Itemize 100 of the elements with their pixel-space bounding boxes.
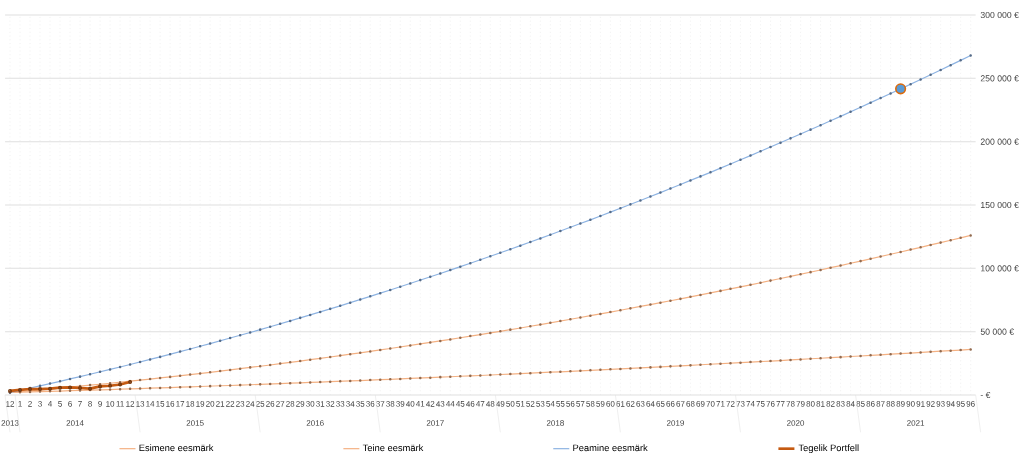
x-tick-label: 96 — [966, 401, 975, 407]
x-tick-label: 82 — [826, 401, 835, 407]
x-tick-label: 58 — [586, 401, 595, 407]
x-tick-label: 77 — [776, 401, 785, 407]
x-tick-label: 67 — [676, 401, 685, 407]
text: 2014 — [66, 420, 84, 426]
legend-label: Peamine eesmärk — [573, 444, 648, 452]
x-tick-label: 50 — [506, 401, 515, 407]
x-tick-label: 92 — [926, 401, 935, 407]
x-tick-label: 12 — [6, 401, 15, 407]
x-tick-label: 30 — [306, 401, 315, 407]
x-tick-label: 88 — [886, 401, 895, 407]
x-tick-label: 80 — [806, 401, 815, 407]
x-tick-label: 20 — [206, 401, 215, 407]
x-tick-label: 13 — [136, 401, 145, 407]
y-tick-label: 250 000 € — [980, 75, 1019, 82]
x-tick-label: 91 — [916, 401, 925, 407]
x-tick-label: 60 — [606, 401, 615, 407]
x-tick-label: 9 — [98, 401, 102, 407]
x-tick-label: 48 — [486, 401, 495, 407]
x-tick-label: 71 — [716, 401, 725, 407]
x-tick-label: 29 — [296, 401, 305, 407]
x-tick-label: 38 — [386, 401, 395, 407]
x-tick-label: 79 — [796, 401, 805, 407]
legend-label: Tegelik Portfell — [798, 444, 859, 454]
x-tick-label: 6 — [68, 401, 72, 407]
x-tick-label: 74 — [746, 401, 755, 407]
x-tick-label: 53 — [536, 401, 545, 407]
legend-label: Esimene eesmärk — [139, 444, 214, 452]
x-tick-label: 46 — [466, 401, 475, 407]
x-tick-label: 31 — [316, 401, 325, 407]
x-tick-label: 28 — [286, 401, 295, 407]
x-tick-label: 18 — [186, 401, 195, 407]
x-tick-label: 16 — [166, 401, 175, 407]
x-tick-label: 4 — [48, 401, 53, 407]
x-tick-label: 12 — [126, 401, 135, 407]
x-tick-label: 57 — [576, 401, 585, 407]
x-tick-label: 43 — [436, 401, 445, 407]
x-tick-label: 94 — [946, 401, 955, 407]
x-tick-label: 84 — [846, 401, 855, 407]
x-tick-label: 3 — [38, 401, 42, 407]
y-tick-label: 200 000 € — [980, 138, 1019, 145]
x-tick-label: 62 — [626, 401, 635, 407]
x-tick-label: 2 — [28, 401, 32, 407]
text: 2017 — [426, 420, 444, 426]
x-tick-label: 17 — [176, 401, 185, 407]
x-tick-label: 70 — [706, 401, 715, 407]
x-tick-label: 69 — [696, 401, 705, 407]
x-tick-label: 15 — [156, 401, 165, 407]
x-tick-label: 5 — [58, 401, 62, 407]
x-tick-label: 52 — [526, 401, 535, 407]
x-tick-label: 27 — [276, 401, 285, 407]
x-tick-label: 73 — [736, 401, 745, 407]
x-tick-label: 14 — [146, 401, 155, 407]
x-tick-label: 37 — [376, 401, 385, 407]
x-tick-label: 42 — [426, 401, 435, 407]
x-tick-label: 35 — [356, 401, 365, 407]
x-tick-label: 45 — [456, 401, 465, 407]
x-tick-label: 24 — [246, 401, 255, 407]
x-tick-label: 8 — [88, 401, 92, 407]
x-tick-label: 87 — [876, 401, 885, 407]
x-tick-label: 11 — [116, 401, 124, 407]
x-tick-label: 75 — [756, 401, 765, 407]
x-tick-label: 40 — [406, 401, 415, 407]
x-tick-label: 25 — [256, 401, 265, 407]
x-tick-label: 89 — [896, 401, 905, 407]
x-tick-label: 93 — [936, 401, 945, 407]
x-tick-label: 86 — [866, 401, 875, 407]
x-tick-label: 47 — [476, 401, 485, 407]
x-tick-label: 83 — [836, 401, 845, 407]
x-tick-label: 95 — [956, 401, 965, 407]
x-tick-label: 65 — [656, 401, 665, 407]
text: 2015 — [186, 420, 204, 426]
y-tick-label: 100 000 € — [981, 265, 1019, 272]
text: 2019 — [666, 420, 684, 426]
x-tick-label: 72 — [726, 401, 735, 407]
x-tick-label: 78 — [786, 401, 795, 407]
x-tick-label: 34 — [346, 401, 355, 407]
x-tick-label: 81 — [816, 401, 825, 407]
x-tick-label: 44 — [446, 401, 455, 407]
x-tick-label: 22 — [226, 401, 235, 407]
x-tick-label: 32 — [326, 401, 335, 407]
x-tick-label: 19 — [196, 401, 205, 407]
text: 2021 — [907, 420, 925, 426]
x-tick-label: 10 — [106, 401, 115, 407]
x-tick-label: 1 — [18, 401, 22, 407]
x-tick-label: 41 — [416, 401, 425, 407]
x-tick-label: 26 — [266, 401, 275, 407]
x-tick-label: 63 — [636, 401, 645, 407]
y-tick-label: 300 000 € — [980, 11, 1019, 19]
x-tick-label: 49 — [496, 401, 505, 407]
x-tick-label: 64 — [646, 401, 655, 407]
x-tick-label: 56 — [566, 401, 575, 407]
text: 2016 — [306, 420, 324, 426]
y-tick-label: 50 000 € — [980, 328, 1014, 335]
x-tick-label: 59 — [596, 401, 605, 407]
x-tick-label: 68 — [686, 401, 695, 407]
x-tick-label: 21 — [216, 401, 225, 407]
text: 2020 — [787, 420, 805, 426]
x-tick-label: 85 — [856, 401, 865, 407]
